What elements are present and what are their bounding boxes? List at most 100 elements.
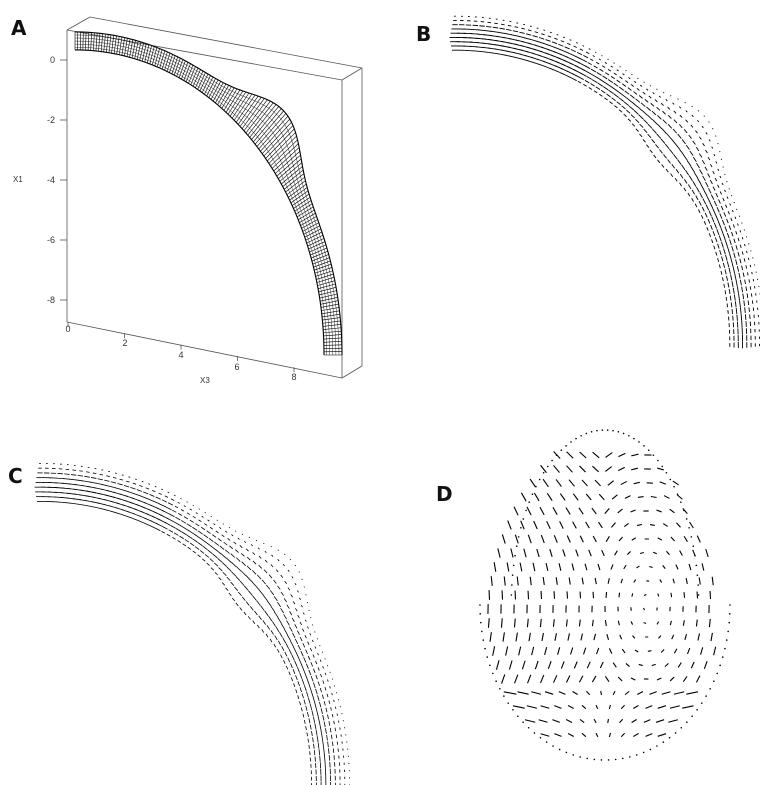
velocity-vector (313, 750, 316, 756)
velocity-vector (643, 719, 651, 723)
velocity-vector (161, 499, 167, 503)
velocity-vector (276, 649, 280, 653)
velocity-vector (570, 49, 577, 53)
velocity-vector (254, 610, 258, 616)
velocity-vector (619, 634, 623, 640)
velocity-vector (646, 106, 651, 112)
velocity-vector (741, 236, 744, 240)
velocity-vector (222, 562, 228, 568)
velocity-vector (287, 657, 291, 663)
velocity-vector (305, 663, 309, 669)
boundary-dot (617, 430, 620, 433)
boundary-dot (719, 664, 721, 667)
velocity-vector (549, 31, 552, 34)
velocity-vector (694, 203, 698, 208)
velocity-vector (626, 551, 631, 555)
boundary-dot (721, 656, 724, 658)
velocity-vector (677, 133, 682, 139)
velocity-vector (659, 149, 663, 154)
boundary-dot (580, 434, 582, 437)
velocity-vector (152, 500, 160, 505)
velocity-vector (280, 574, 284, 578)
velocity-vector (552, 619, 555, 627)
velocity-vector (604, 507, 610, 515)
velocity-vector (119, 478, 124, 481)
velocity-vector (726, 196, 729, 199)
velocity-vector (610, 65, 613, 68)
velocity-vector (674, 177, 678, 182)
velocity-vector (225, 587, 229, 591)
boundary-dot (696, 709, 698, 711)
velocity-vector (325, 707, 328, 713)
velocity-vector (673, 153, 678, 160)
velocity-vector (114, 512, 122, 515)
velocity-vector (596, 72, 602, 76)
velocity-vector (551, 41, 558, 45)
boundary-dot (538, 478, 541, 481)
velocity-vector (716, 229, 720, 236)
velocity-vector (512, 705, 525, 709)
velocity-vector (719, 175, 722, 179)
velocity-vector (644, 99, 649, 103)
velocity-vector (628, 105, 635, 111)
velocity-vector (297, 695, 300, 700)
velocity-vector (234, 586, 239, 591)
velocity-vector (317, 715, 320, 723)
boundary-dot (482, 639, 485, 641)
velocity-vector (262, 595, 268, 601)
velocity-vector (618, 592, 621, 598)
velocity-vector (565, 619, 568, 627)
velocity-vector (712, 170, 715, 175)
velocity-vector (277, 559, 280, 562)
velocity-vector (542, 576, 545, 586)
boundary-dot (600, 759, 603, 761)
velocity-vector (702, 175, 706, 181)
velocity-vector (527, 29, 532, 32)
velocity-vector (702, 198, 707, 205)
velocity-vector (686, 647, 691, 655)
x-tick-label: 8 (291, 372, 296, 382)
velocity-vector (581, 577, 584, 585)
velocity-vector (516, 576, 519, 586)
velocity-vector (749, 264, 752, 268)
velocity-vector (606, 93, 611, 98)
velocity-vector (617, 508, 623, 514)
velocity-vector (712, 231, 716, 237)
boundary-dot (481, 630, 483, 633)
velocity-vector (701, 563, 705, 571)
velocity-vector (319, 687, 322, 693)
velocity-vector (215, 549, 222, 555)
velocity-vector (335, 706, 337, 709)
velocity-vector (319, 701, 322, 708)
velocity-vector (326, 693, 329, 698)
velocity-vector (718, 199, 721, 204)
velocity-vector (269, 638, 273, 643)
velocity-vector (89, 481, 97, 484)
velocity-vector (599, 78, 606, 84)
velocity-vector (312, 654, 315, 658)
velocity-vector (226, 566, 232, 572)
velocity-vector (612, 690, 616, 696)
velocity-vector (86, 471, 90, 473)
velocity-vector (655, 144, 660, 149)
velocity-vector (222, 523, 224, 525)
velocity-vector (301, 664, 305, 672)
boundary-dot (510, 594, 513, 596)
boundary-dot (601, 429, 604, 431)
velocity-vector (281, 646, 285, 651)
velocity-vector (541, 632, 544, 642)
frame-edge (341, 67, 363, 81)
velocity-vector (683, 592, 686, 598)
velocity-vector (673, 119, 678, 124)
velocity-vector (177, 512, 183, 516)
velocity-vector (689, 521, 694, 529)
velocity-vector (202, 545, 208, 551)
velocity-vector (301, 678, 305, 685)
velocity-vector (621, 105, 626, 110)
velocity-vector (670, 95, 672, 97)
velocity-vector (700, 183, 705, 191)
velocity-vector (672, 578, 675, 584)
velocity-vector (494, 52, 501, 55)
velocity-vector (682, 676, 688, 682)
velocity-vector (621, 648, 626, 654)
